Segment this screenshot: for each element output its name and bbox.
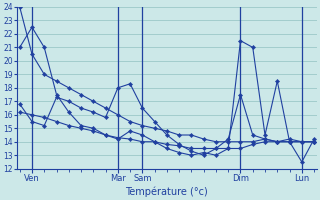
X-axis label: Température (°c): Température (°c) bbox=[125, 186, 208, 197]
